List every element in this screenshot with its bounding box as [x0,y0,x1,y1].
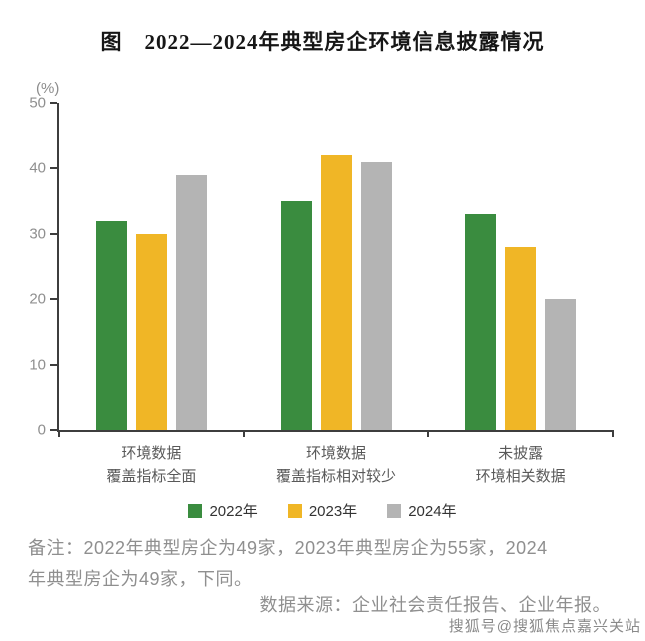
bar-2022年 [465,214,497,430]
y-axis-unit-label: (%) [36,80,60,97]
source-text: 数据来源：企业社会责任报告、企业年报。 [259,595,611,615]
legend-item: 2022年 [188,500,258,521]
legend-swatch [387,503,402,518]
legend-label: 2024年 [408,503,457,520]
bar-group [59,103,244,430]
x-tick-mark [612,430,614,437]
x-category-label: 环境数据 覆盖指标相对较少 [276,445,397,485]
x-tick-mark [427,430,430,437]
bar-2022年 [95,220,127,430]
y-tick-label: 20 [29,290,46,308]
y-tick-mark [50,167,57,170]
bar-2024年 [360,161,392,430]
plot-area: 0 10 20 30 40 50 环境数据 覆盖指标全面 环境数据 覆盖指标相对较少 未披露 … [29,95,614,485]
y-tick-label: 0 [37,421,46,439]
y-tick-label: 10 [29,356,46,374]
legend: 2022年 2023年 2024年 [0,500,645,521]
y-tick-mark [50,429,57,431]
y-tick-mark [50,232,57,235]
y-tick-label: 40 [29,159,46,177]
legend-swatch [188,503,203,518]
x-tick-mark [242,430,245,437]
y-tick-mark [50,102,57,104]
legend-item: 2023年 [287,500,358,521]
legend-item: 2024年 [387,500,457,521]
x-category-label: 未披露 环境相关数据 [475,445,566,485]
y-tick-label: 50 [29,94,46,112]
y-tick-mark [50,363,57,366]
note-text: 备注：2022年典型房企为49家，2023年典型房企为55家，2024 年典型房… [28,538,548,589]
legend-label: 2023年 [308,503,358,520]
bar-2024年 [175,174,207,430]
watermark-text: 搜狐号@搜狐焦点嘉兴关站 [448,618,641,635]
bar-2023年 [320,155,352,430]
bar-2023年 [505,246,537,430]
bar-group [428,103,613,430]
bar-groups [59,103,613,430]
x-tick-mark [58,430,60,437]
x-axis-labels: 环境数据 覆盖指标全面 环境数据 覆盖指标相对较少 未披露 环境相关数据 [59,443,613,488]
bar-group [244,103,429,430]
legend-label: 2022年 [209,503,258,520]
x-category-label: 环境数据 覆盖指标全面 [106,445,197,485]
chart-title: 图 2022—2024年典型房企环境信息披露情况 [100,30,545,54]
legend-swatch [287,503,302,518]
y-tick-mark [50,298,57,301]
bar-2024年 [545,299,577,430]
bar-2022年 [280,201,312,430]
y-tick-label: 30 [29,225,46,243]
bar-2023年 [135,233,167,430]
